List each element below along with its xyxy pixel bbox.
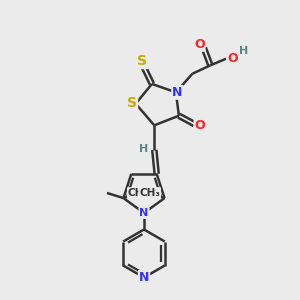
Text: CH₃: CH₃ — [128, 188, 149, 198]
Text: CH₃: CH₃ — [139, 188, 160, 198]
Text: O: O — [195, 119, 205, 132]
Text: S: S — [127, 96, 137, 110]
Text: H: H — [139, 144, 148, 154]
Text: N: N — [139, 271, 149, 284]
Text: H: H — [238, 46, 248, 56]
Text: O: O — [227, 52, 238, 65]
Text: N: N — [172, 86, 183, 99]
Text: S: S — [137, 54, 147, 68]
Text: N: N — [140, 208, 148, 218]
Text: O: O — [194, 38, 205, 51]
